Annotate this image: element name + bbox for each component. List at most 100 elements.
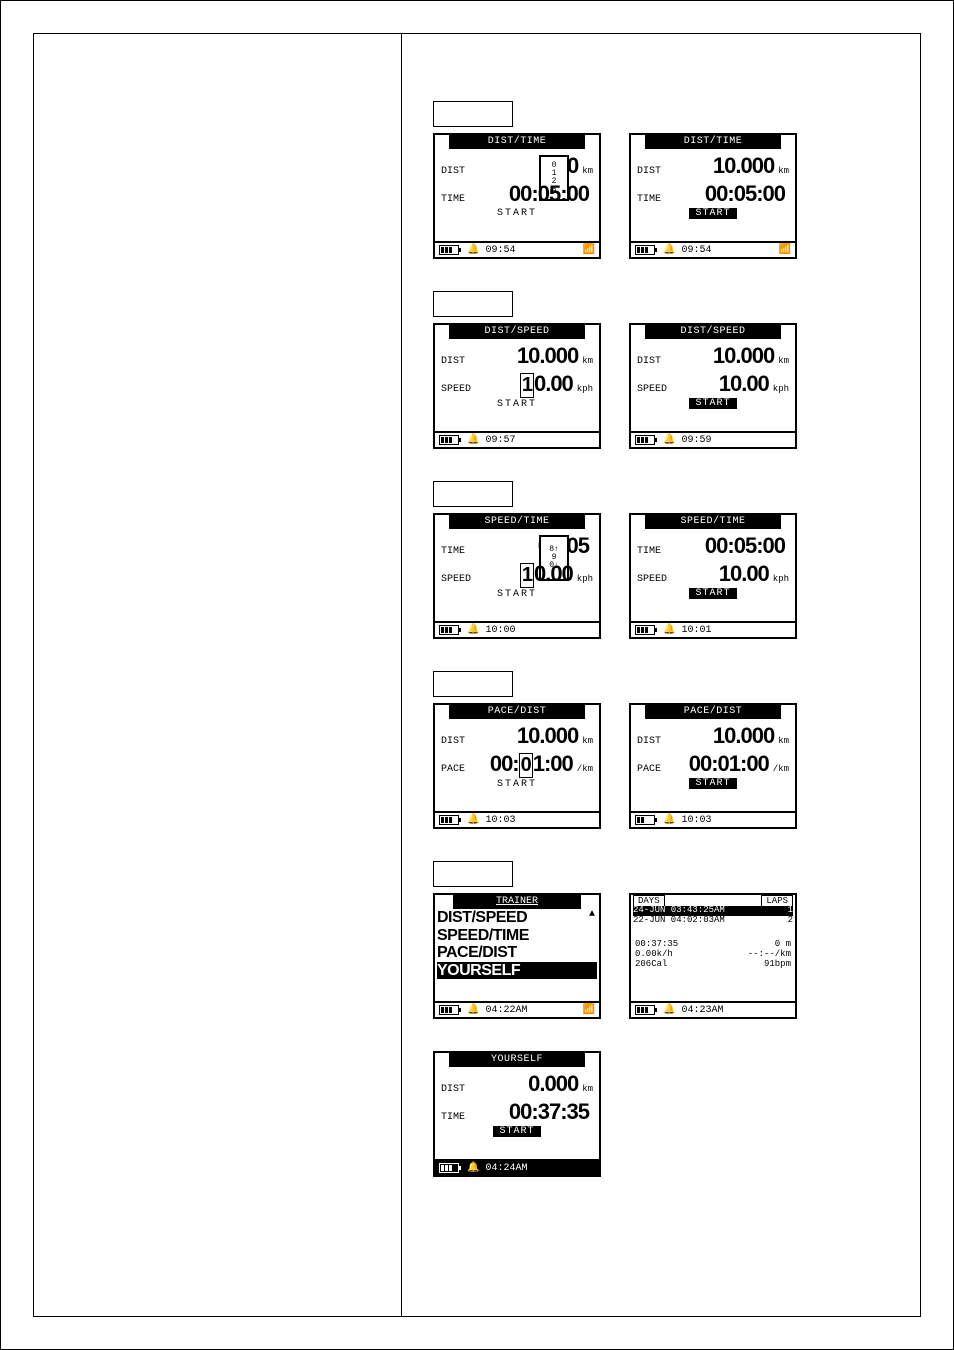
field-row: TIME 00:05:00	[637, 533, 789, 559]
value: 00:05:00	[705, 533, 785, 559]
status-time: 09:54	[681, 245, 711, 256]
unit: km	[582, 1084, 593, 1094]
alarm-icon: 🔔	[467, 1004, 479, 1016]
screen-row: YOURSELFDIST0.000kmTIME00:37:35START🔔04:…	[433, 1051, 797, 1177]
value: 10.00	[520, 371, 573, 398]
alarm-icon: 🔔	[467, 244, 479, 256]
start-label: START	[441, 589, 593, 600]
field-label: TIME	[637, 546, 675, 557]
menu-item[interactable]: DIST/SPEED	[437, 909, 597, 927]
status-time: 09:57	[485, 435, 515, 446]
field-row: DIST10.000km	[441, 343, 593, 369]
battery-icon	[439, 1163, 459, 1173]
signal-icon: 📶	[779, 244, 791, 256]
battery-icon	[439, 625, 459, 635]
unit: km	[582, 166, 593, 176]
days-laps-screen: DAYSLAPS24-JUN 03:43:25AM122-JUN 04:02:0…	[629, 893, 797, 1019]
field-label: PACE	[637, 764, 675, 775]
battery-icon	[635, 1005, 655, 1015]
status-bar: 🔔10:01	[631, 621, 795, 637]
unit: kph	[773, 384, 789, 394]
field-label: DIST	[637, 356, 675, 367]
screen-row: DIST/SPEED DIST10.000km SPEED 10.00 kph START…	[433, 291, 797, 449]
scroll-up-icon[interactable]: ▲	[589, 909, 595, 920]
value: 10.00	[719, 371, 769, 397]
step-label	[433, 671, 513, 697]
field-row: PACE00:01:00/km	[441, 751, 593, 778]
page: DIST/TIMEDIST000km0123TIME00:05:00START🔔…	[0, 0, 954, 1350]
field-label: DIST	[441, 356, 479, 367]
field-row: TIME00:05:00	[637, 181, 789, 207]
screen-title: DIST/SPEED	[449, 325, 585, 339]
unit: /km	[773, 764, 789, 774]
field-row: DIST10.000km	[637, 343, 789, 369]
step-label	[433, 481, 513, 507]
divider	[401, 33, 402, 1317]
battery-icon	[439, 435, 459, 445]
field-row: SPEED10.00kph	[441, 561, 593, 588]
menu-item[interactable]: SPEED/TIME	[437, 927, 597, 945]
field-label: DIST	[441, 166, 479, 177]
lcd-screen: DIST/TIMEDIST000km0123TIME00:05:00START🔔…	[433, 133, 601, 259]
status-bar: 🔔04:24AM	[435, 1159, 599, 1175]
value: 00:05:00	[509, 181, 589, 207]
field-row: DIST10.000km	[637, 153, 789, 179]
lcd-screen: DIST/TIME DIST10.000kmTIME00:05:00START 🔔 0…	[629, 133, 797, 259]
value: 10.00	[719, 561, 769, 587]
battery-icon	[439, 815, 459, 825]
field-row: DIST000km0123	[441, 153, 593, 179]
battery-icon	[439, 1005, 459, 1015]
unit: kph	[577, 384, 593, 394]
field-label: SPEED	[637, 384, 675, 395]
start-button[interactable]: START	[637, 778, 789, 789]
field-row: TIME00:058↑90↓	[441, 533, 593, 559]
status-time: 04:22AM	[485, 1005, 527, 1016]
value: 10.000	[517, 723, 578, 749]
screen-title: PACE/DIST	[449, 705, 585, 719]
start-button[interactable]: START	[637, 588, 789, 599]
field-row: TIME 00:05:00	[441, 181, 593, 207]
field-row: SPEED10.00kph	[637, 561, 789, 587]
status-time: 10:03	[681, 815, 711, 826]
step-label	[433, 861, 513, 887]
menu-item[interactable]: YOURSELF	[437, 962, 597, 980]
value: 10.000	[713, 723, 774, 749]
alarm-icon: 🔔	[663, 244, 675, 256]
field-label: TIME	[637, 194, 675, 205]
unit: km	[778, 736, 789, 746]
battery-icon	[635, 245, 655, 255]
field-row: PACE00:01:00/km	[637, 751, 789, 777]
menu-item[interactable]: PACE/DIST	[437, 944, 597, 962]
alarm-icon: 🔔	[467, 1162, 479, 1174]
screen-row: DIST/TIMEDIST000km0123TIME00:05:00START🔔…	[433, 101, 797, 259]
lcd-screen: PACE/DISTDIST10.000kmPACE00:01:00/kmSTAR…	[629, 703, 797, 829]
screen-title: SPEED/TIME	[449, 515, 585, 529]
start-button[interactable]: START	[637, 208, 789, 219]
start-label: START	[441, 208, 593, 219]
status-bar: 🔔 09:54 📶	[631, 241, 795, 257]
signal-icon: 📶	[583, 244, 595, 256]
status-bar: 🔔09:54📶	[435, 241, 599, 257]
status-bar: 🔔09:57	[435, 431, 599, 447]
field-label: TIME	[441, 194, 479, 205]
status-bar: 🔔09:59	[631, 431, 795, 447]
status-time: 04:23AM	[681, 1005, 723, 1016]
field-label: TIME	[441, 546, 479, 557]
yourself-screen: YOURSELFDIST0.000kmTIME00:37:35START🔔04:…	[433, 1051, 601, 1177]
screens-grid: DIST/TIMEDIST000km0123TIME00:05:00START🔔…	[433, 101, 797, 1209]
field-label: SPEED	[441, 574, 479, 585]
scroll-down-icon[interactable]: ▼	[589, 968, 595, 979]
start-button[interactable]: START	[637, 398, 789, 409]
lcd-screen: DIST/SPEEDDIST10.000kmSPEED10.00kphSTART…	[629, 323, 797, 449]
log-row[interactable]: 22-JUN 04:02:03AM2	[633, 916, 793, 926]
alarm-icon: 🔔	[663, 434, 675, 446]
status-time: 10:01	[681, 625, 711, 636]
field-row: SPEED 10.00 kph	[637, 371, 789, 397]
log-stats: 00:37:350.00k/h206Cal0 m--:--/km91bpm	[635, 940, 791, 970]
screen-title: DIST/TIME	[645, 135, 781, 149]
start-button[interactable]: START	[441, 1126, 593, 1137]
screen-title: YOURSELF	[449, 1053, 585, 1067]
value: 00:37:35	[509, 1099, 589, 1125]
value: 10.000	[713, 343, 774, 369]
field-label: DIST	[637, 166, 675, 177]
